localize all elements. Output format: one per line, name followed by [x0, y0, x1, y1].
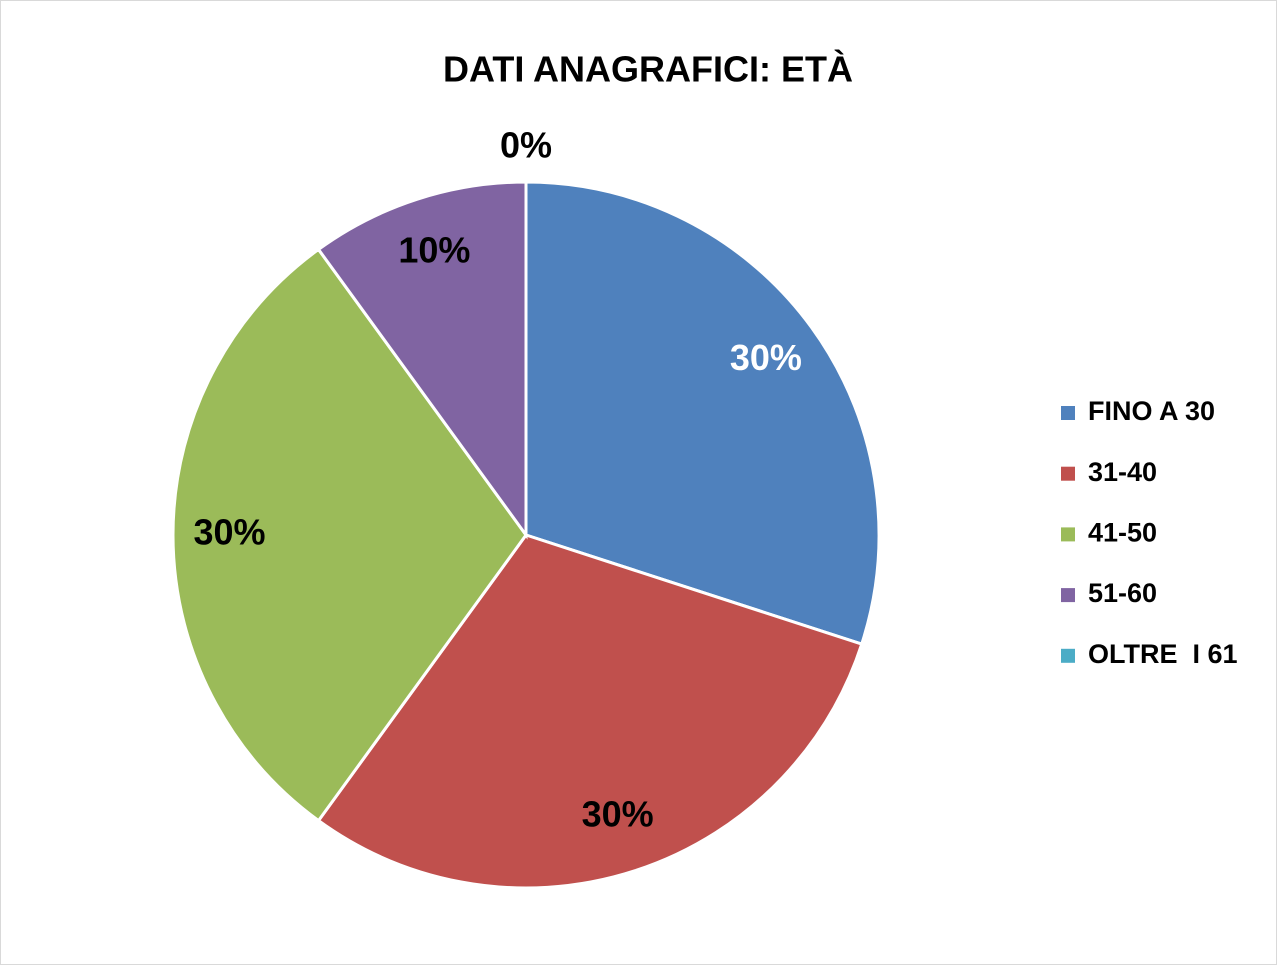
legend-swatch — [1061, 588, 1075, 603]
pie-slice — [524, 180, 881, 646]
legend-swatch — [1061, 466, 1075, 481]
pie-slice — [171, 247, 528, 823]
data-label: 0% — [500, 125, 552, 166]
legend-label: OLTRE I 61 — [1088, 639, 1238, 669]
legend-label: 41-50 — [1088, 518, 1157, 548]
data-label: 10% — [398, 230, 470, 271]
chart-title: DATI ANAGRAFICI: ETÀ — [443, 49, 853, 90]
pie-slice — [316, 180, 528, 540]
legend-swatch — [1061, 648, 1075, 663]
legend-swatch — [1061, 527, 1075, 542]
pie-slice — [316, 533, 864, 890]
legend-label: 31-40 — [1088, 457, 1157, 487]
legend-label: FINO A 30 — [1088, 396, 1215, 426]
legend-swatch — [1061, 406, 1075, 420]
data-label: 30% — [582, 794, 654, 835]
data-label: 30% — [193, 512, 265, 553]
legend-label: 51-60 — [1088, 578, 1157, 608]
data-label: 30% — [730, 337, 802, 378]
